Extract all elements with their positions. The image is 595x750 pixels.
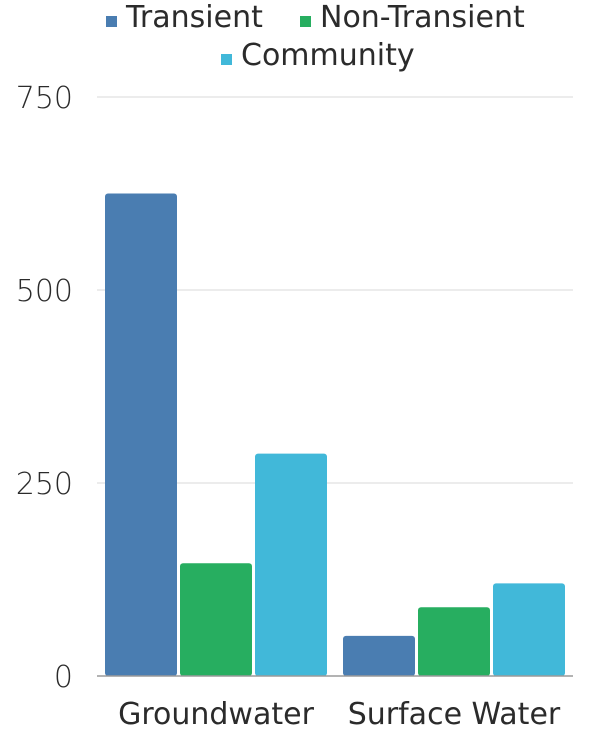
y-axis-ticks: 0 250 500 750 (16, 81, 73, 695)
legend-swatch (106, 16, 117, 27)
bar-transient-groundwater (105, 193, 177, 676)
x-tick-label: Groundwater (118, 697, 314, 732)
x-tick-label: Surface Water (348, 697, 561, 732)
x-axis-labels: Groundwater Surface Water (118, 697, 561, 732)
y-tick-label: 750 (16, 81, 73, 116)
legend-label: Transient (125, 0, 263, 35)
legend-item-transient: Transient (106, 0, 263, 35)
y-tick-label: 250 (16, 467, 73, 502)
bar-non-transient-surface-water (418, 607, 490, 676)
legend-label: Community (241, 38, 415, 73)
bar-community-surface-water (493, 583, 565, 676)
bar-transient-surface-water (343, 635, 415, 676)
legend-swatch (300, 16, 311, 27)
y-tick-label: 500 (16, 274, 73, 309)
legend-item-non-transient: Non-Transient (300, 0, 525, 35)
bar-community-groundwater (255, 453, 327, 676)
legend-swatch (221, 54, 232, 65)
bar-non-transient-groundwater (180, 563, 252, 676)
y-tick-label: 0 (54, 660, 73, 695)
legend-label: Non-Transient (320, 0, 525, 35)
legend-item-community: Community (221, 38, 415, 73)
bars (105, 193, 565, 676)
